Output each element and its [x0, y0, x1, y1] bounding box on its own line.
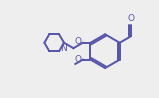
Text: N: N — [60, 44, 67, 53]
Text: O: O — [75, 37, 82, 46]
Text: O: O — [75, 55, 82, 64]
Text: O: O — [128, 14, 135, 23]
